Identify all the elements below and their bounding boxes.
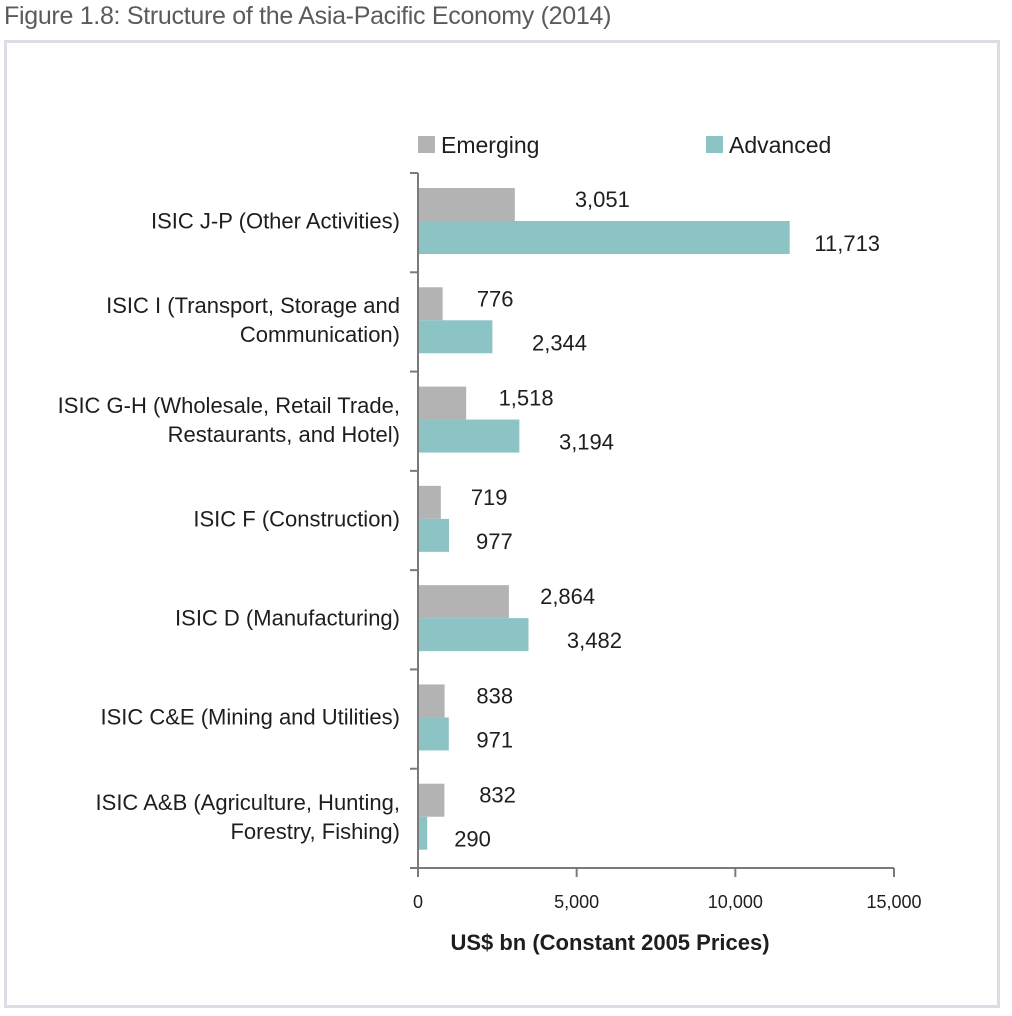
value-label-emerging-0: 3,051 <box>575 187 630 212</box>
bar-emerging-3 <box>418 485 441 519</box>
category-label-line: ISIC I (Transport, Storage and <box>106 293 400 319</box>
bar-emerging-5 <box>418 684 445 718</box>
value-label-emerging-3: 719 <box>471 485 508 510</box>
legend-label-advanced: Advanced <box>729 132 831 158</box>
category-label-line: ISIC G-H (Wholesale, Retail Trade, <box>57 392 400 418</box>
category-label-0: ISIC J-P (Other Activities) <box>40 207 400 236</box>
category-label-1: ISIC I (Transport, Storage and Communicat… <box>40 291 400 349</box>
value-label-emerging-4: 2,864 <box>540 584 595 609</box>
x-axis-label: US$ bn (Constant 2005 Prices) <box>450 930 770 955</box>
value-label-emerging-1: 776 <box>477 286 514 311</box>
x-tick-label-2: 10,000 <box>708 892 763 912</box>
bar-advanced-0 <box>418 221 790 254</box>
bar-advanced-3 <box>418 518 450 552</box>
bar-advanced-5 <box>418 717 449 751</box>
category-label-line: Communication) <box>239 322 400 348</box>
category-label-3: ISIC F (Construction) <box>40 504 400 533</box>
axes-group: 0 5,000 10,000 15,000 <box>410 172 922 912</box>
x-tick-label-0: 0 <box>413 892 423 912</box>
legend: Emerging Advanced <box>418 132 831 158</box>
bar-emerging-0 <box>418 188 515 221</box>
value-label-advanced-2: 3,194 <box>559 430 614 455</box>
bar-emerging-6 <box>418 783 445 817</box>
value-label-advanced-1: 2,344 <box>532 330 587 355</box>
category-label-2: ISIC G-H (Wholesale, Retail Trade, Restau… <box>40 391 400 449</box>
category-label-line: ISIC C&E (Mining and Utilities) <box>100 704 400 730</box>
legend-swatch-advanced <box>706 136 723 153</box>
bar-advanced-1 <box>418 320 493 354</box>
value-label-emerging-6: 832 <box>479 783 516 808</box>
figure-title: Figure 1.8: Structure of the Asia-Pacifi… <box>4 2 612 30</box>
x-tick-label-3: 15,000 <box>866 892 921 912</box>
bar-emerging-1 <box>418 287 443 321</box>
bar-advanced-2 <box>418 419 520 453</box>
bar-advanced-4 <box>418 618 529 652</box>
legend-label-emerging: Emerging <box>441 132 539 158</box>
value-label-advanced-0: 11,713 <box>814 231 880 256</box>
value-label-advanced-5: 971 <box>476 727 513 752</box>
legend-swatch-emerging <box>418 136 435 153</box>
value-label-emerging-5: 838 <box>476 683 513 708</box>
category-label-line: Restaurants, and Hotel) <box>167 421 400 447</box>
x-tick-label-1: 5,000 <box>554 892 599 912</box>
category-label-5: ISIC C&E (Mining and Utilities) <box>40 703 400 732</box>
value-label-emerging-2: 1,518 <box>499 386 554 411</box>
category-label-line: ISIC J-P (Other Activities) <box>151 208 400 234</box>
value-label-advanced-3: 977 <box>476 529 513 554</box>
category-label-line: ISIC F (Construction) <box>193 506 400 532</box>
bar-advanced-6 <box>418 816 428 850</box>
category-label-4: ISIC D (Manufacturing) <box>40 604 400 633</box>
value-label-advanced-6: 290 <box>454 827 491 852</box>
bar-emerging-4 <box>418 585 509 619</box>
category-label-line: Forestry, Fishing) <box>230 818 400 844</box>
value-label-advanced-4: 3,482 <box>567 628 622 653</box>
category-label-6: ISIC A&B (Agriculture, Hunting, Forestry,… <box>40 788 400 846</box>
category-label-line: ISIC D (Manufacturing) <box>175 605 400 631</box>
bar-emerging-2 <box>418 386 467 420</box>
category-label-line: ISIC A&B (Agriculture, Hunting, <box>95 789 400 815</box>
